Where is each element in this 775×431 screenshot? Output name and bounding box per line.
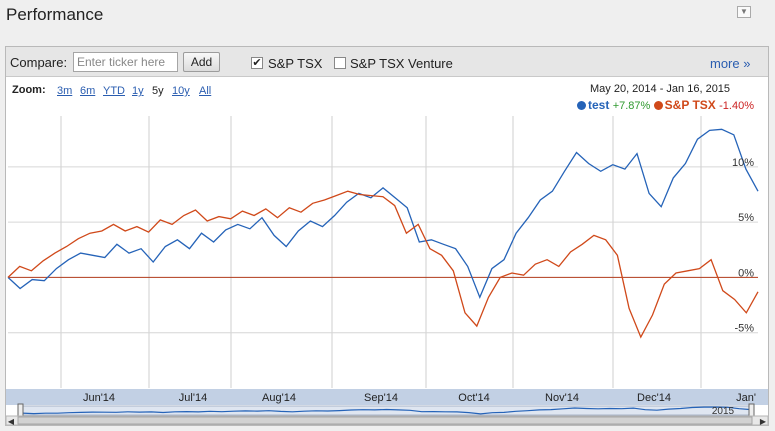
zoom-all[interactable]: All — [199, 85, 212, 97]
add-button[interactable]: Add — [183, 52, 220, 72]
x-tick-label: Jan' — [736, 392, 756, 404]
x-tick-label: Sep'14 — [364, 392, 398, 404]
x-tick-label: Nov'14 — [545, 392, 579, 404]
test-legend-dot-icon — [577, 101, 586, 110]
x-tick-label: Dec'14 — [637, 392, 671, 404]
sptsx-legend-dot-icon — [653, 101, 663, 110]
more-link[interactable]: more » — [710, 56, 751, 71]
sp-tsx-venture-checkbox[interactable] — [334, 57, 346, 69]
legend-test-name: test — [588, 98, 610, 112]
zoom-10y[interactable]: 10y — [172, 85, 190, 97]
navigator-left-handle[interactable] — [17, 403, 24, 418]
series-line-sptsx — [7, 190, 759, 339]
zoom-3m[interactable]: 3m — [57, 85, 73, 97]
navigator — [20, 405, 753, 416]
legend-sptsx-change: -1.40% — [719, 100, 754, 112]
y-tick-label: 0% — [738, 267, 754, 279]
x-tick-label: Jun'14 — [83, 392, 115, 404]
x-tick-label: Oct'14 — [458, 392, 489, 404]
x-tick-label: Aug'14 — [262, 392, 296, 404]
sp-tsx-venture-label[interactable]: S&P TSX Venture — [350, 56, 453, 71]
compare-toolbar: Compare: Add ✔ S&P TSX S&P TSX Venture m… — [6, 47, 768, 77]
y-tick-label: 5% — [738, 212, 754, 224]
sp-tsx-checkbox[interactable]: ✔ — [251, 57, 263, 69]
collapse-icon[interactable]: ▼ — [737, 6, 751, 18]
series-line-test — [7, 128, 759, 300]
zoom-ytd[interactable]: YTD — [103, 85, 125, 97]
y-tick-label: -5% — [734, 323, 754, 335]
page-title: Performance — [6, 5, 104, 24]
scrollbar-thumb[interactable] — [17, 416, 753, 425]
scroll-right-icon[interactable]: ▶ — [760, 417, 767, 425]
navigator-right-handle[interactable] — [748, 403, 755, 418]
zoom-5y[interactable]: 5y — [152, 85, 164, 97]
performance-chart: 10% 5% 0% -5% Jun'14 Jul'14 Aug'14 Sep'14 Oct'14… — [6, 116, 768, 425]
x-tick-label: Jul'14 — [179, 392, 207, 404]
y-tick-label: 10% — [732, 157, 754, 169]
navigator-year-label: 2015 — [712, 406, 735, 417]
scroll-left-icon[interactable]: ◀ — [8, 417, 15, 425]
x-axis-band — [6, 389, 768, 405]
legend-test-change: +7.87% — [612, 100, 651, 112]
zoom-6m[interactable]: 6m — [80, 85, 96, 97]
zoom-label: Zoom: — [12, 84, 46, 96]
ticker-input[interactable] — [73, 52, 178, 72]
zoom-1y[interactable]: 1y — [132, 85, 144, 97]
sp-tsx-label[interactable]: S&P TSX — [268, 56, 323, 71]
legend: test +7.87% S&P TSX -1.40% — [577, 98, 754, 112]
compare-label: Compare: — [10, 55, 68, 70]
navigator-line — [21, 406, 752, 415]
chart-area: 10% 5% 0% -5% Jun'14 Jul'14 Aug'14 Sep'14 Oct'14… — [6, 78, 768, 425]
chart-panel: Compare: Add ✔ S&P TSX S&P TSX Venture m… — [5, 46, 769, 426]
date-range: May 20, 2014 - Jan 16, 2015 — [590, 83, 731, 95]
legend-sptsx-name: S&P TSX — [664, 98, 716, 112]
